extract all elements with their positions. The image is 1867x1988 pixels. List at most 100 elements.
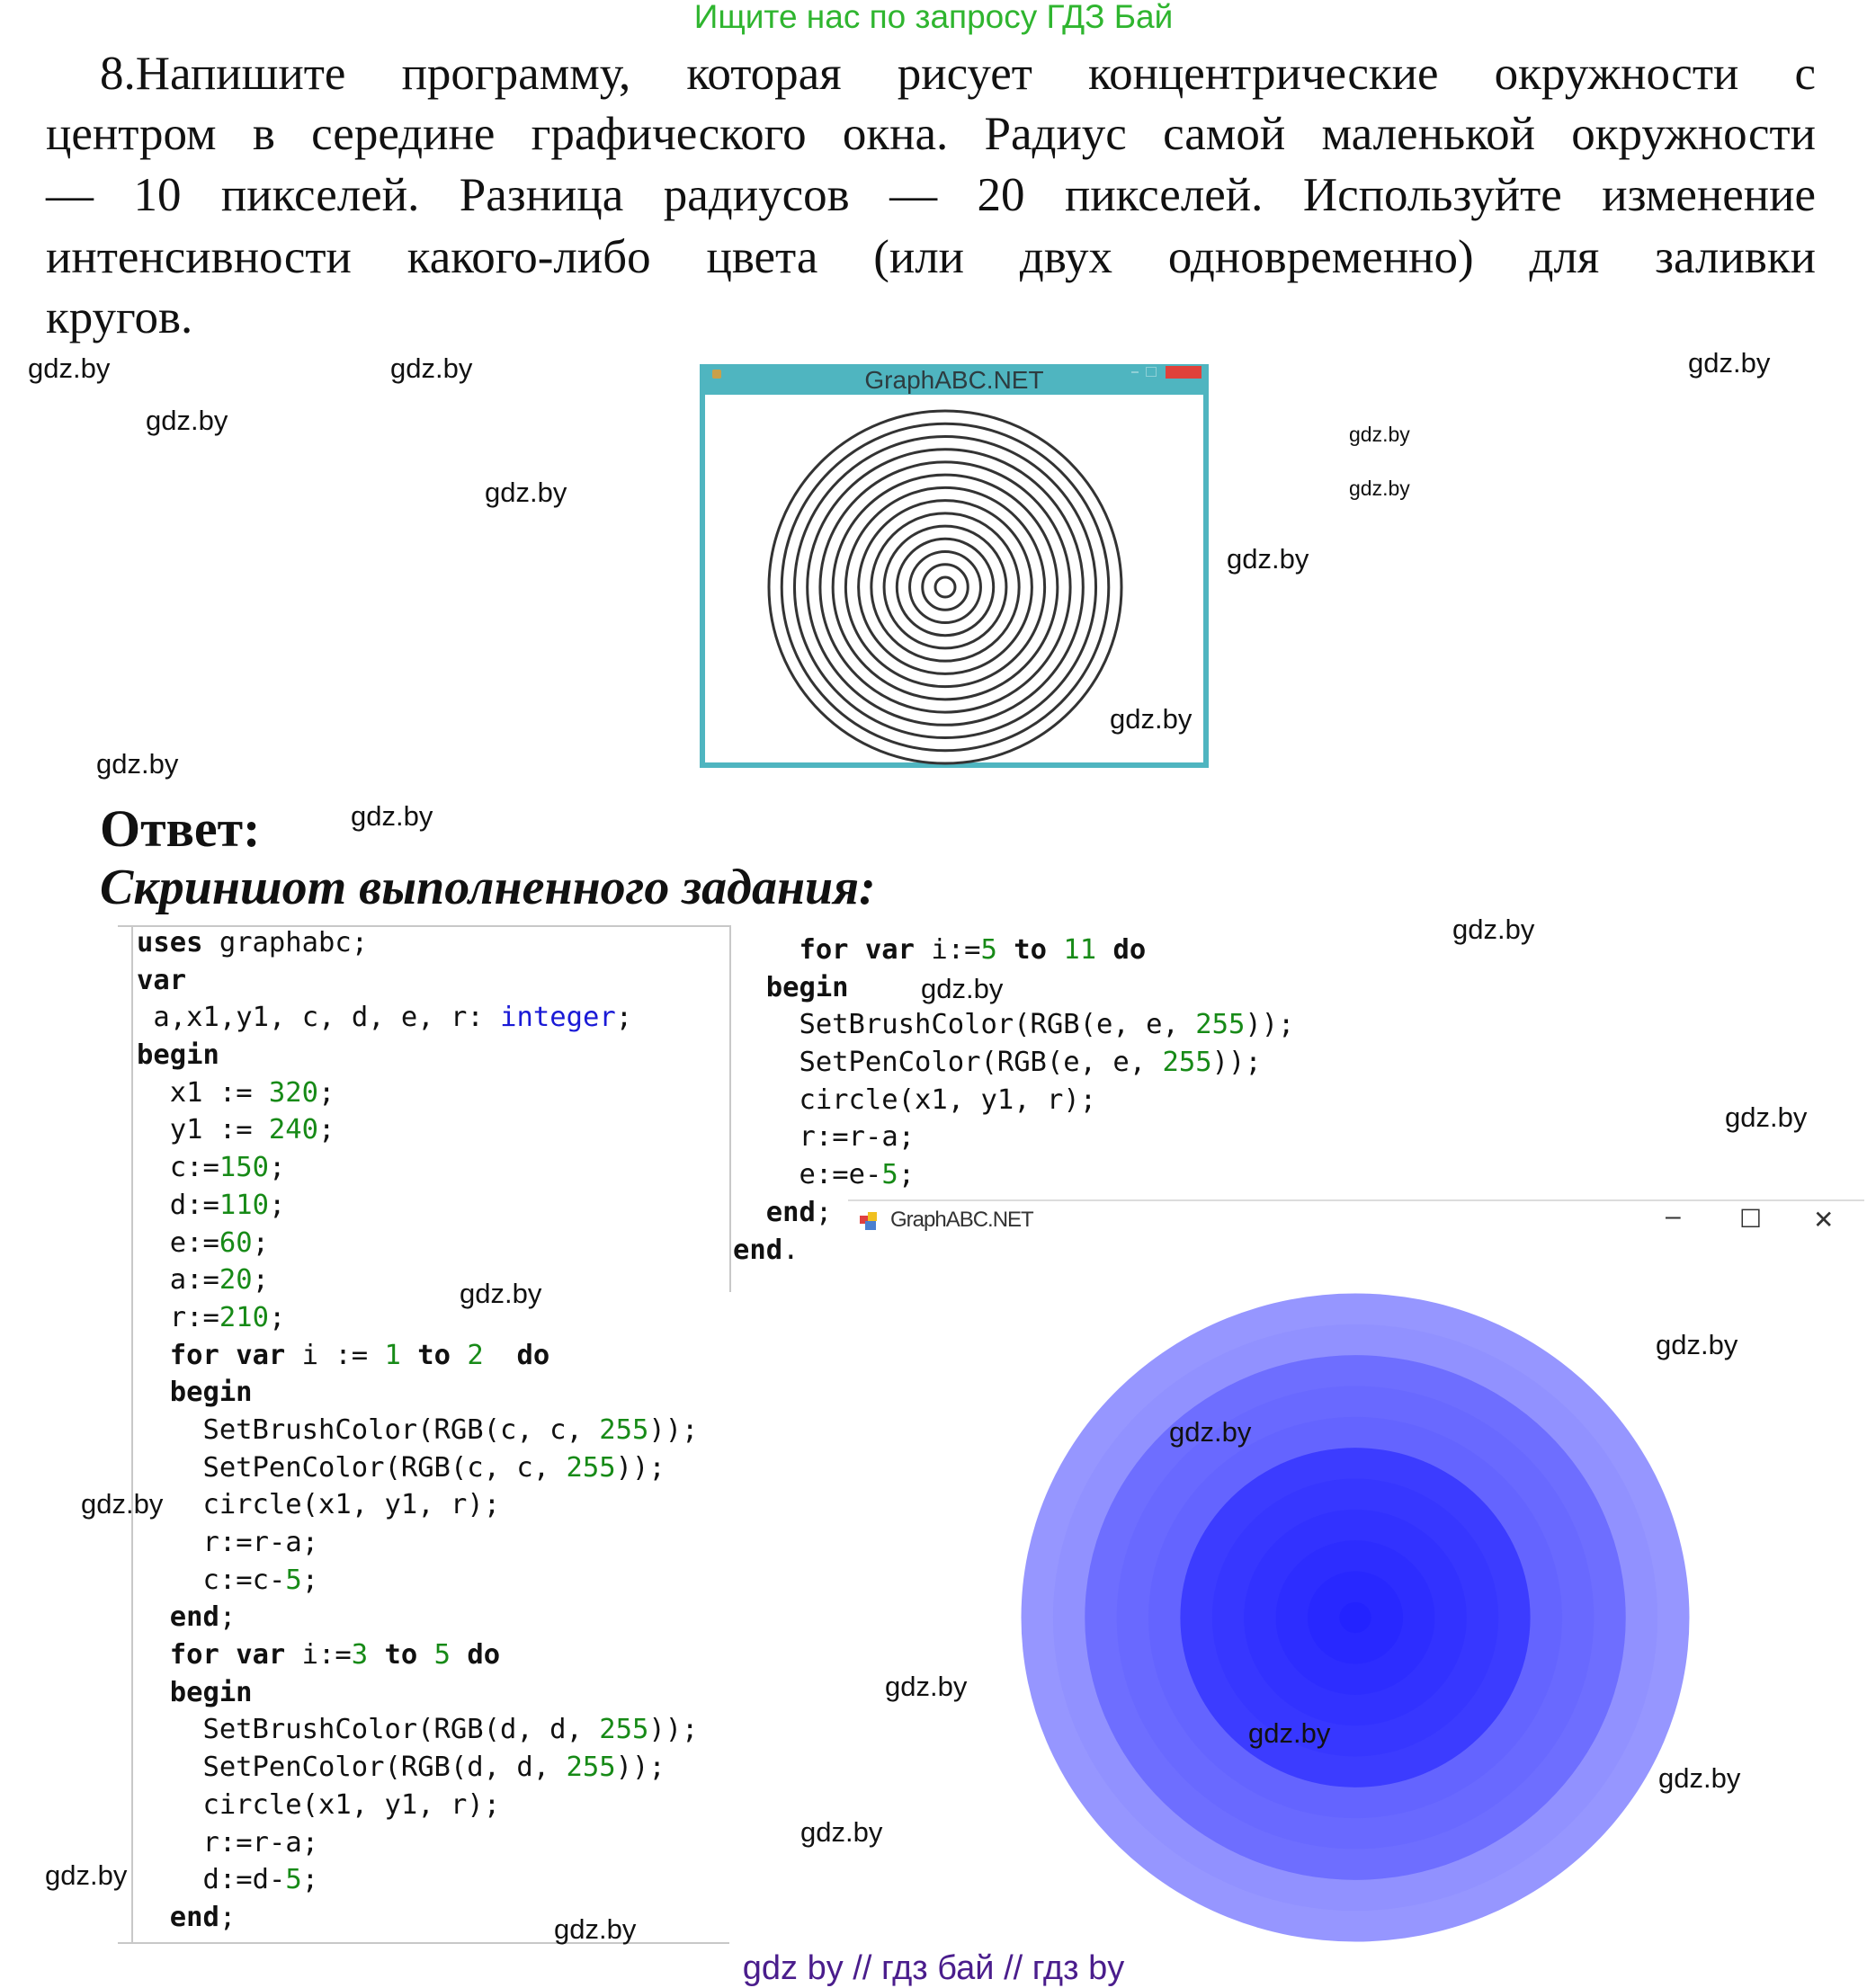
code-text: ; bbox=[351, 927, 369, 958]
code-text: , bbox=[516, 1714, 550, 1746]
code-text: RGB bbox=[400, 1451, 451, 1484]
app-icon bbox=[712, 370, 721, 379]
maximize-button[interactable]: ☐ bbox=[1739, 1205, 1763, 1233]
code-text: - bbox=[864, 1159, 882, 1191]
code-panel-left-border bbox=[131, 927, 133, 1943]
code-number: 255 bbox=[1195, 1009, 1246, 1041]
code-text: e bbox=[848, 1159, 865, 1191]
code-text: graphabc bbox=[219, 927, 352, 958]
task-line-4: интенсивности какого-либо цвета (или дву… bbox=[46, 231, 1816, 283]
code-text: , bbox=[351, 1489, 385, 1521]
code-text: , bbox=[1014, 1083, 1047, 1116]
watermark: gdz.by bbox=[28, 352, 111, 384]
code-line: var bbox=[137, 962, 698, 1000]
watermark: gdz.by bbox=[554, 1913, 637, 1945]
code-text: SetBrushColor bbox=[202, 1714, 418, 1746]
answer-subtitle: Скриншот выполненного задания: bbox=[100, 860, 876, 915]
code-number: 255 bbox=[566, 1451, 616, 1484]
code-text: := bbox=[815, 1121, 849, 1154]
code-text: ; bbox=[268, 1152, 286, 1184]
code-line: circle(x1, y1, r); bbox=[733, 1082, 1294, 1119]
code-text: := bbox=[186, 1301, 219, 1333]
code-text: i bbox=[931, 934, 948, 966]
code-text: r bbox=[451, 1002, 468, 1034]
code-text: ; bbox=[268, 1189, 286, 1221]
code-text: c bbox=[252, 1564, 269, 1596]
code-text: - bbox=[864, 1121, 882, 1154]
code-text: := bbox=[219, 1864, 253, 1896]
concentric-ring bbox=[831, 473, 1059, 701]
code-text: i bbox=[301, 1339, 319, 1371]
code-text: ; bbox=[301, 1564, 319, 1596]
close-icon[interactable] bbox=[1166, 366, 1201, 379]
code-text: , bbox=[417, 1788, 451, 1821]
minimize-icon[interactable] bbox=[1131, 371, 1139, 373]
watermark: gdz.by bbox=[1349, 423, 1410, 446]
code-text: circle bbox=[202, 1788, 302, 1821]
code-type: integer bbox=[500, 1002, 616, 1034]
answer-heading: Ответ: bbox=[100, 799, 261, 858]
code-text: )); bbox=[615, 1451, 666, 1484]
code-keyword: end bbox=[733, 1234, 783, 1266]
code-text: , bbox=[1112, 1009, 1147, 1041]
code-line: end. bbox=[733, 1232, 1294, 1270]
code-text: e bbox=[1146, 1009, 1163, 1041]
code-text: ( bbox=[483, 1413, 501, 1446]
concentric-ring bbox=[767, 409, 1123, 765]
watermark: gdz.by bbox=[81, 1488, 164, 1520]
watermark: gdz.by bbox=[1725, 1101, 1808, 1133]
concentric-ring bbox=[780, 422, 1111, 753]
code-text: , bbox=[351, 1788, 385, 1821]
window-title: GraphABC.NET bbox=[864, 366, 1044, 394]
code-text: ( bbox=[450, 1752, 468, 1784]
code-text: ( bbox=[1046, 1047, 1064, 1079]
code-text: , bbox=[532, 1752, 567, 1784]
code-text: ; bbox=[268, 1301, 286, 1333]
code-keyword: for bbox=[169, 1339, 219, 1371]
code-text: ( bbox=[450, 1451, 468, 1484]
concentric-ring bbox=[818, 460, 1072, 714]
code-text: r bbox=[450, 1489, 468, 1521]
code-text: ; bbox=[301, 1527, 319, 1558]
code-keyword: begin bbox=[169, 1377, 253, 1409]
maximize-icon[interactable] bbox=[1146, 367, 1157, 377]
code-keyword: do bbox=[516, 1339, 550, 1371]
code-text: := bbox=[318, 1339, 385, 1371]
task-line-3: — 10 пикселей. Разница радиусов — 20 пик… bbox=[46, 169, 1816, 221]
code-line: c:=c-5; bbox=[137, 1562, 698, 1600]
result-window-title: GraphABC.NET bbox=[890, 1208, 1034, 1232]
code-text: ( bbox=[384, 1752, 401, 1784]
close-button[interactable]: ✕ bbox=[1813, 1206, 1835, 1234]
code-text: ( bbox=[898, 1083, 916, 1116]
concentric-ring bbox=[857, 499, 1033, 675]
code-text: , bbox=[1079, 1047, 1113, 1079]
code-text: , bbox=[368, 1002, 401, 1034]
code-keyword: do bbox=[467, 1639, 501, 1672]
code-text: , bbox=[483, 1752, 517, 1784]
code-text: y1 bbox=[236, 1002, 269, 1034]
concentric-ring bbox=[908, 550, 982, 624]
code-line: a:=20; bbox=[137, 1261, 698, 1299]
code-text: )); bbox=[615, 1752, 666, 1784]
code-number: 20 bbox=[219, 1264, 253, 1297]
code-text: := bbox=[186, 1264, 219, 1297]
code-text: r bbox=[799, 1121, 816, 1154]
code-line: for var i:=3 to 5 do bbox=[137, 1636, 698, 1674]
code-keyword: for bbox=[169, 1639, 219, 1672]
code-text: y1 bbox=[384, 1489, 418, 1521]
concentric-ring bbox=[806, 448, 1085, 727]
search-banner: Ищите нас по запросу ГДЗ Бай bbox=[693, 0, 1174, 35]
code-text: RGB bbox=[433, 1413, 484, 1446]
code-text: , bbox=[566, 1714, 600, 1746]
code-text: ( bbox=[417, 1413, 434, 1446]
code-text: , bbox=[566, 1413, 600, 1446]
code-number: 5 bbox=[980, 934, 997, 966]
code-text: a bbox=[153, 1002, 170, 1034]
code-text: y1 bbox=[384, 1788, 418, 1821]
code-line: uses graphabc; bbox=[137, 924, 698, 962]
concentric-ring bbox=[921, 563, 969, 611]
code-line: circle(x1, y1, r); bbox=[137, 1486, 698, 1524]
code-text: y1 bbox=[169, 1114, 203, 1146]
minimize-button[interactable]: – bbox=[1666, 1201, 1681, 1231]
code-line: d:=d-5; bbox=[137, 1861, 698, 1899]
